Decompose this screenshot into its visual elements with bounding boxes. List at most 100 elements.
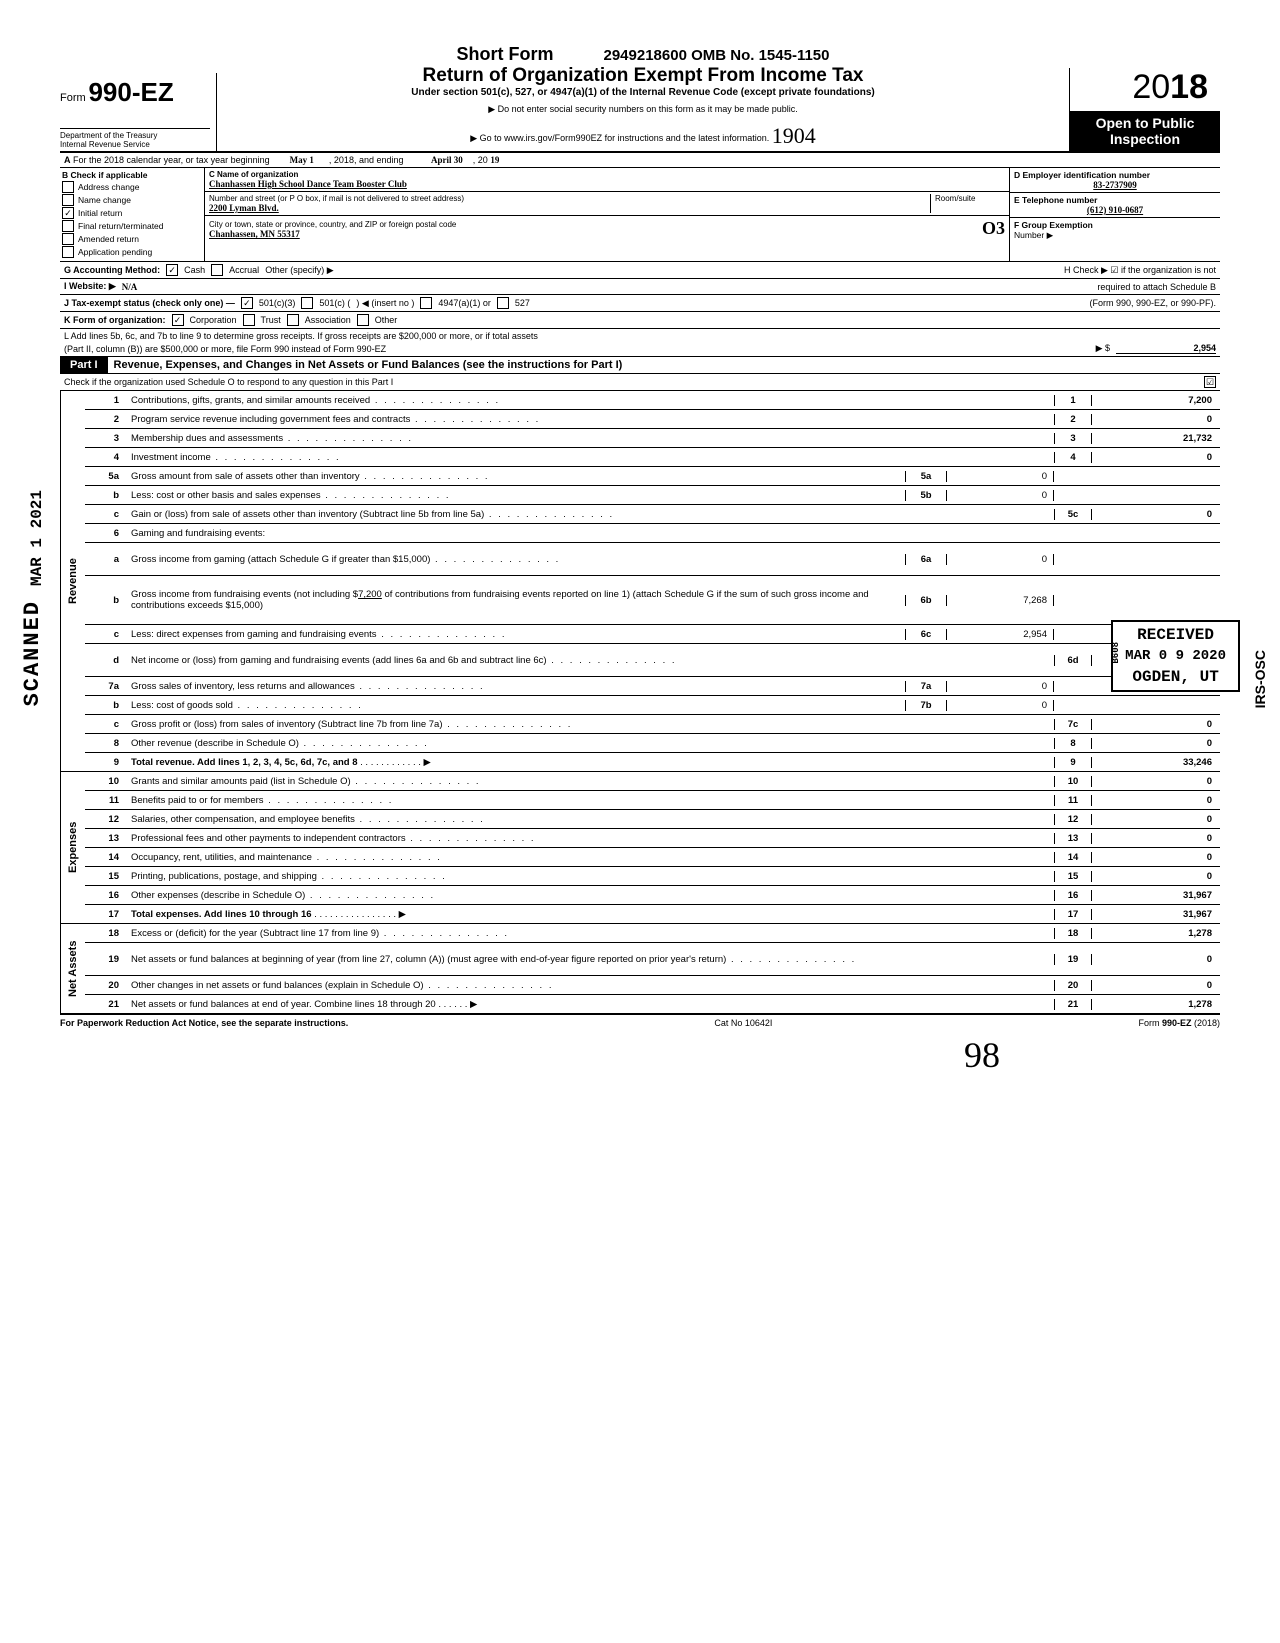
received-stamp: RECEIVED B608 MAR 0 9 2020 OGDEN, UT (1111, 620, 1240, 692)
instr-ssn: ▶ Do not enter social security numbers o… (225, 104, 1061, 115)
lbl-accrual: Accrual (229, 265, 259, 275)
chk-accrual[interactable] (211, 264, 223, 276)
ein-value: 83-2737909 (1014, 180, 1216, 190)
chk-501c3[interactable]: ✓ (241, 297, 253, 309)
main-title: Return of Organization Exempt From Incom… (225, 65, 1061, 87)
inspection-label: Inspection (1072, 131, 1218, 147)
lbl-address-change: Address change (78, 182, 139, 192)
ln7c-val: 0 (1091, 719, 1220, 730)
ln13-num: 13 (85, 833, 127, 844)
ln15-num: 15 (85, 871, 127, 882)
chk-assoc[interactable] (287, 314, 299, 326)
signature-98: 98 (60, 1034, 1220, 1076)
lbl-501c-insert: ) ◀ (insert no ) (356, 298, 414, 309)
ln12-val: 0 (1091, 814, 1220, 825)
lbl-final-return: Final return/terminated (78, 221, 164, 231)
chk-501c[interactable] (301, 297, 313, 309)
ln6b-text: Gross income from fundraising events (no… (127, 587, 905, 613)
lbl-initial-return: Initial return (78, 208, 122, 218)
chk-527[interactable] (497, 297, 509, 309)
h-text3: (Form 990, 990-EZ, or 990-PF). (1089, 298, 1216, 308)
ln6a-num: a (85, 554, 127, 565)
received-date: MAR 0 9 2020 (1125, 648, 1226, 664)
ln10-box: 10 (1054, 776, 1091, 787)
chk-pending[interactable] (62, 246, 74, 258)
ln1-text: Contributions, gifts, grants, and simila… (127, 393, 1054, 408)
page-footer: For Paperwork Reduction Act Notice, see … (60, 1015, 1220, 1028)
chk-schedule-o[interactable]: ☑ (1204, 376, 1216, 388)
lbl-4947: 4947(a)(1) or (438, 298, 491, 308)
row-l-arrow: ▶ $ (1096, 343, 1110, 354)
ln21-text: Net assets or fund balances at end of ye… (127, 997, 1054, 1012)
ln7c-box: 7c (1054, 719, 1091, 730)
ln7b-mval: 0 (947, 700, 1054, 711)
ln5c-text: Gain or (loss) from sale of assets other… (127, 507, 1054, 522)
chk-trust[interactable] (243, 314, 255, 326)
ln12-num: 12 (85, 814, 127, 825)
ln16-num: 16 (85, 890, 127, 901)
lbl-pending: Application pending (78, 247, 152, 257)
chk-amended[interactable] (62, 233, 74, 245)
row-i-label: I Website: ▶ (64, 281, 116, 292)
footer-mid: Cat No 10642I (714, 1018, 772, 1028)
ln20-text: Other changes in net assets or fund bala… (127, 978, 1054, 993)
ln13-text: Professional fees and other payments to … (127, 831, 1054, 846)
part1-check-text: Check if the organization used Schedule … (64, 377, 1198, 387)
ln6b-mid: 6b (905, 595, 947, 606)
ln3-num: 3 (85, 433, 127, 444)
ln11-val: 0 (1091, 795, 1220, 806)
sub-title: Under section 501(c), 527, or 4947(a)(1)… (225, 87, 1061, 98)
ln9-text: Total revenue. Add lines 1, 2, 3, 4, 5c,… (127, 755, 1054, 770)
ln5c-num: c (85, 509, 127, 520)
row-l-text1: L Add lines 5b, 6c, and 7b to line 9 to … (64, 331, 538, 341)
ln4-val: 0 (1091, 452, 1220, 463)
row-l-value: 2,954 (1116, 343, 1216, 354)
ln7b-mid: 7b (905, 700, 947, 711)
side-expenses: Expenses (60, 772, 85, 923)
dept-irs: Internal Revenue Service (60, 140, 210, 149)
ln19-text: Net assets or fund balances at beginning… (127, 952, 1054, 967)
ln17-text: Total expenses. Add lines 10 through 16 … (127, 907, 1054, 922)
row-a: A For the 2018 calendar year, or tax yea… (60, 153, 1220, 168)
year-suffix: 18 (1170, 68, 1208, 106)
col-d: D Employer identification number 83-2737… (1010, 168, 1220, 261)
year-prefix: 20 (1132, 68, 1170, 106)
ln11-num: 11 (85, 795, 127, 806)
ln15-text: Printing, publications, postage, and shi… (127, 869, 1054, 884)
ln6-num: 6 (85, 528, 127, 539)
ln3-text: Membership dues and assessments (127, 431, 1054, 446)
ln1-val: 7,200 (1091, 395, 1220, 406)
ln12-text: Salaries, other compensation, and employ… (127, 812, 1054, 827)
ln5b-num: b (85, 490, 127, 501)
ln6a-text: Gross income from gaming (attach Schedul… (127, 552, 905, 567)
short-form-label: Short Form (456, 44, 553, 64)
col-b-label: B Check if applicable (62, 170, 202, 180)
ln17-val: 31,967 (1091, 909, 1220, 920)
ln3-val: 21,732 (1091, 433, 1220, 444)
ln6-text: Gaming and fundraising events: (127, 526, 1054, 541)
chk-initial[interactable]: ✓ (62, 207, 74, 219)
ln5a-text: Gross amount from sale of assets other t… (127, 469, 905, 484)
chk-final[interactable] (62, 220, 74, 232)
chk-address[interactable] (62, 181, 74, 193)
col-c: C Name of organization Chanhassen High S… (205, 168, 1010, 261)
chk-name[interactable] (62, 194, 74, 206)
open-to-public: Open to Public (1072, 115, 1218, 131)
row-k: K Form of organization: ✓Corporation Tru… (60, 312, 1220, 329)
ln15-val: 0 (1091, 871, 1220, 882)
chk-corp[interactable]: ✓ (172, 314, 184, 326)
ln5b-mval: 0 (947, 490, 1054, 501)
form-number: 990-EZ (88, 77, 173, 107)
room-label: Room/suite (930, 194, 1005, 213)
chk-4947[interactable] (420, 297, 432, 309)
ln18-val: 1,278 (1091, 928, 1220, 939)
irs-osc-stamp: IRS-OSC (1252, 650, 1268, 708)
ln7a-mval: 0 (947, 681, 1054, 692)
ln14-num: 14 (85, 852, 127, 863)
ln5a-mid: 5a (905, 471, 947, 482)
ein-label: D Employer identification number (1014, 170, 1216, 180)
chk-cash[interactable]: ✓ (166, 264, 178, 276)
ln6d-num: d (85, 655, 127, 666)
chk-other-org[interactable] (357, 314, 369, 326)
row-a-mid: , 2018, and ending (329, 155, 404, 165)
